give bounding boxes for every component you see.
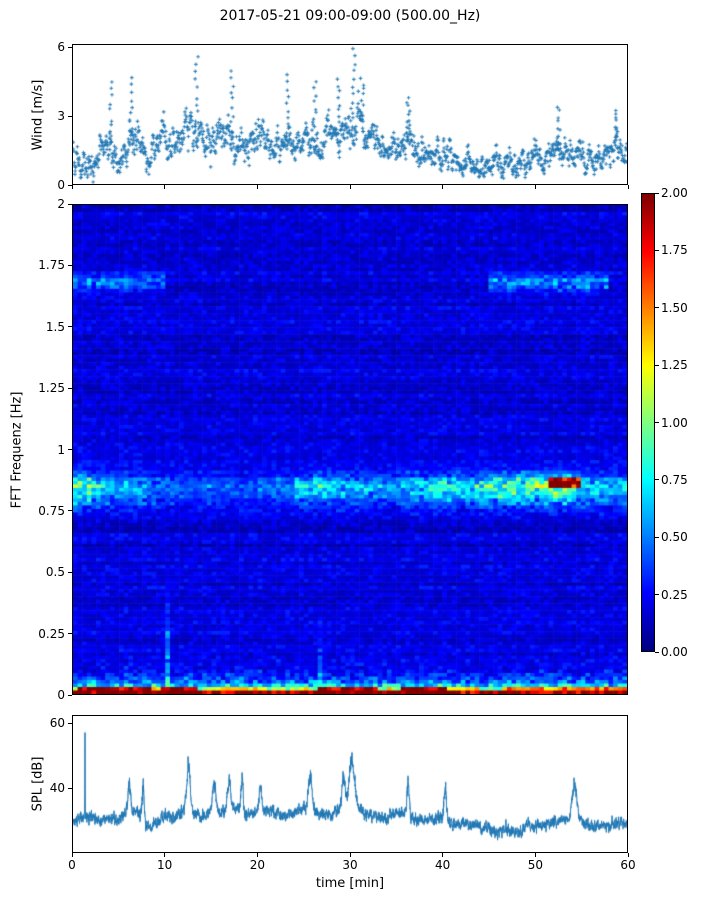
fft-ytick-tick-mark [68, 326, 72, 328]
wind-xtick-mark [349, 185, 351, 189]
wind-xtick-mark [256, 185, 258, 189]
colorbar [641, 193, 655, 652]
wind-ytick-tick-mark [68, 115, 72, 117]
colorbar-tick-label: 0.50 [661, 530, 688, 545]
colorbar-tick-mark [655, 422, 659, 423]
fft-ytick-tick-mark [68, 694, 72, 696]
fft-ytick-tick-mark [68, 633, 72, 635]
fft-ytick-tick-mark [68, 510, 72, 512]
time-xlabel: time [min] [315, 876, 385, 891]
wind-scatter-panel [72, 44, 628, 185]
spectrogram-panel [72, 204, 628, 695]
colorbar-tick-mark [655, 192, 659, 194]
spl-xtick-label: 40 [435, 858, 451, 872]
spectrogram-canvas [73, 205, 627, 694]
wind-scatter-canvas [73, 45, 627, 184]
fft-ytick-tick-mark [68, 387, 72, 389]
fft-ytick-tick-label: 0.5 [45, 565, 65, 580]
colorbar-tick-label: 0.75 [661, 472, 688, 487]
fft-ytick-tick-label: 2 [57, 197, 65, 211]
fft-ytick-tick-label: 0 [57, 688, 65, 702]
colorbar-tick-mark [655, 249, 659, 251]
wind-xtick-mark [442, 185, 444, 189]
fft-ytick-tick-label: 0.25 [38, 626, 65, 641]
spl-xtick-label: 20 [249, 858, 265, 872]
colorbar-tick-label: 1.25 [661, 358, 688, 373]
spl-ytick-tick-mark [68, 722, 72, 724]
wind-ytick-tick-mark [68, 184, 72, 186]
wind-xtick-mark [71, 185, 73, 189]
spl-xtick-label: 10 [157, 858, 173, 872]
wind-ytick-tick-label: 3 [57, 109, 65, 124]
colorbar-canvas [642, 194, 654, 651]
fft-ytick-tick-label: 1.5 [45, 319, 65, 334]
spl-xtick-mark [442, 853, 444, 857]
colorbar-tick-mark [655, 536, 659, 538]
spl-ylabel: SPL [dB] [30, 756, 46, 812]
colorbar-tick-label: 1.00 [661, 415, 688, 430]
fft-frequenz-ylabel: FFT Frequenz [Hz] [9, 391, 25, 509]
spl-xtick-label: 60 [620, 858, 636, 872]
wind-xtick-mark [164, 185, 166, 189]
wind-ytick-tick-label: 6 [57, 40, 65, 55]
wind-ytick-tick-label: 0 [57, 178, 65, 192]
colorbar-tick-mark [655, 307, 659, 309]
colorbar-tick-label: 1.75 [661, 243, 688, 258]
colorbar-tick-label: 0.00 [661, 645, 688, 659]
figure-title: 2017-05-21 09:00-09:00 (500.00_Hz) [219, 8, 481, 24]
colorbar-tick-label: 2.00 [661, 186, 688, 200]
fft-ytick-tick-label: 0.75 [38, 503, 65, 518]
spl-line-panel [72, 715, 628, 853]
fft-ytick-tick-mark [68, 571, 72, 573]
spl-ytick-tick-mark [68, 787, 72, 789]
spl-xtick-mark [534, 853, 536, 857]
spl-ytick-tick-label: 40 [49, 781, 65, 796]
spl-xtick-mark [627, 853, 629, 857]
fft-ytick-tick-mark [68, 449, 72, 450]
wind-ylabel: Wind [m/s] [30, 79, 46, 151]
spl-xtick-label: 0 [68, 858, 76, 872]
colorbar-tick-label: 1.50 [661, 300, 688, 315]
wind-xtick-mark [534, 185, 536, 189]
wind-ytick-tick-mark [68, 46, 72, 48]
fft-ytick-tick-label: 1 [57, 442, 65, 457]
spl-xtick-mark [164, 853, 166, 857]
spl-xtick-label: 30 [342, 858, 358, 872]
fft-ytick-tick-label: 1.75 [38, 258, 65, 273]
colorbar-tick-label: 0.25 [661, 587, 688, 602]
spl-xtick-mark [71, 853, 73, 857]
colorbar-tick-mark [655, 479, 659, 481]
spl-xtick-mark [349, 853, 351, 857]
fft-ytick-tick-label: 1.25 [38, 381, 65, 396]
fft-ytick-tick-mark [68, 264, 72, 266]
fft-ytick-tick-mark [68, 203, 72, 205]
wind-xtick-mark [627, 185, 629, 189]
spl-xtick-label: 50 [527, 858, 543, 872]
spl-line-canvas [73, 716, 627, 852]
spl-xtick-mark [256, 853, 258, 857]
colorbar-tick-mark [655, 651, 659, 653]
spl-ytick-tick-label: 60 [49, 716, 65, 731]
colorbar-tick-mark [655, 364, 659, 366]
colorbar-tick-mark [655, 594, 659, 596]
